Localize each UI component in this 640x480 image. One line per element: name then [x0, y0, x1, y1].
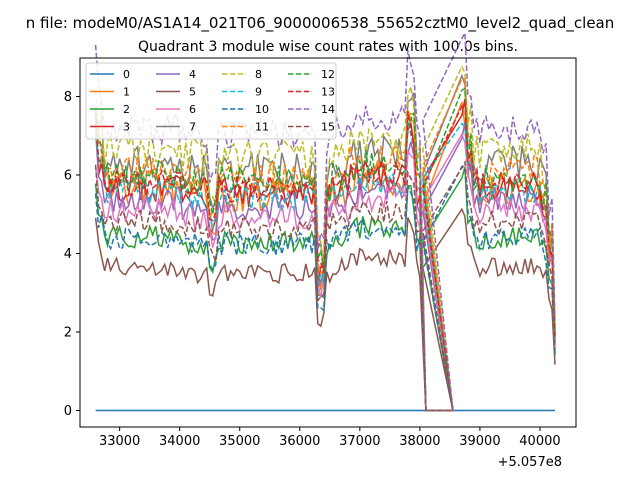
x-tick-label: 37000 [339, 434, 380, 449]
x-tick-label: 35000 [219, 434, 260, 449]
legend-label-9: 9 [255, 86, 262, 99]
plot-area: 33000 34000 35000 36000 37000 38000 39000 40000… [64, 30, 577, 470]
series-line-10 [94, 165, 556, 412]
x-tick-label: 40000 [519, 434, 560, 449]
series-line-2 [94, 166, 556, 412]
legend-label-11: 11 [255, 121, 269, 134]
legend-label-8: 8 [255, 68, 262, 81]
legend-label-0: 0 [123, 68, 130, 81]
legend-label-13: 13 [321, 86, 335, 99]
series-line-8 [94, 64, 556, 412]
axes-frame [79, 57, 577, 428]
series-line-5 [94, 207, 556, 412]
y-tick-label: 0 [64, 404, 72, 419]
x-axis-ticks: 33000 34000 35000 36000 37000 38000 39000 40000 [99, 427, 561, 449]
figure-suptitle: n file: modeM0/AS1A14_021T06_9000006538_… [26, 14, 615, 33]
x-tick-label: 38000 [399, 434, 440, 449]
legend-label-15: 15 [321, 121, 335, 134]
legend-label-14: 14 [321, 103, 335, 116]
series-layer [94, 30, 556, 412]
legend-label-5: 5 [189, 86, 196, 99]
x-tick-label: 34000 [159, 434, 200, 449]
y-axis-ticks: 0 2 4 6 8 [64, 90, 80, 419]
legend-label-10: 10 [255, 103, 269, 116]
y-tick-label: 8 [64, 90, 72, 105]
legend-label-1: 1 [123, 86, 130, 99]
x-tick-label: 39000 [459, 434, 500, 449]
series-line-4 [94, 122, 556, 412]
y-tick-label: 4 [64, 247, 72, 262]
x-tick-label: 36000 [279, 434, 320, 449]
legend-label-4: 4 [189, 68, 196, 81]
legend-box [85, 62, 337, 140]
legend-label-2: 2 [123, 103, 130, 116]
legend-label-3: 3 [123, 121, 130, 134]
legend-label-12: 12 [321, 68, 335, 81]
legend-label-7: 7 [189, 121, 196, 134]
series-line-15 [94, 159, 556, 412]
y-tick-label: 2 [64, 326, 72, 341]
chart-title: Quadrant 3 module wise count rates with … [138, 39, 518, 55]
x-axis-offset-label: +5.057e8 [498, 455, 562, 470]
series-line-12 [94, 87, 556, 412]
x-tick-label: 33000 [99, 434, 140, 449]
series-line-6 [94, 132, 556, 412]
y-tick-label: 6 [64, 168, 72, 183]
legend-label-6: 6 [189, 103, 196, 116]
series-line-13 [94, 101, 556, 412]
